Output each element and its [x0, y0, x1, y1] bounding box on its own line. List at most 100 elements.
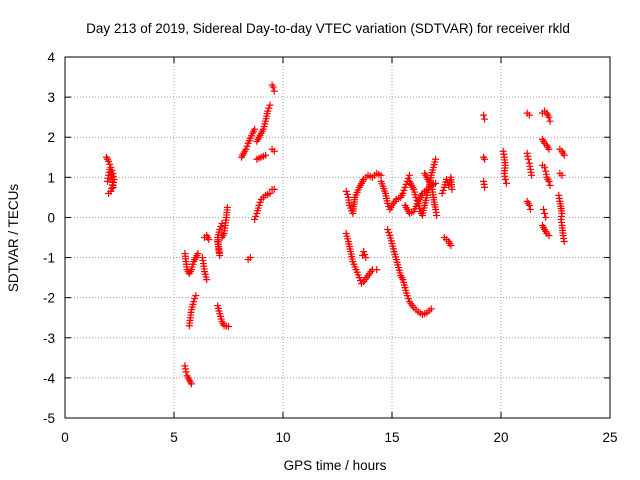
data-point: [404, 295, 412, 303]
y-tick-label: -5: [43, 411, 55, 426]
data-point: [356, 277, 364, 285]
data-point: [432, 179, 440, 187]
data-point: [540, 205, 548, 213]
y-tick-label: 0: [47, 210, 55, 225]
data-point: [192, 292, 200, 300]
data-point: [251, 125, 259, 133]
data-point: [355, 274, 363, 282]
data-point: [216, 225, 224, 233]
data-point: [243, 142, 251, 150]
data-point: [223, 203, 231, 211]
grid-lines: [65, 57, 610, 418]
data-point: [546, 181, 554, 189]
plot-frame: [64, 56, 611, 419]
data-point: [481, 115, 489, 123]
x-tick-label: 5: [170, 430, 178, 445]
data-point: [403, 292, 411, 300]
data-point: [400, 186, 408, 194]
data-point: [262, 151, 270, 159]
data-point: [373, 266, 381, 274]
data-point: [541, 209, 549, 217]
data-point: [252, 212, 260, 220]
data-point: [541, 163, 549, 171]
y-axis-label: SDTVAR / TECUs: [6, 184, 21, 293]
data-point: [256, 198, 264, 206]
y-tick-label: 3: [47, 90, 55, 105]
data-point: [560, 238, 568, 246]
data-point: [433, 211, 441, 219]
data-point: [542, 213, 550, 221]
data-point: [401, 183, 409, 191]
data-point: [225, 323, 232, 331]
data-point: [359, 252, 367, 260]
data-point: [342, 187, 350, 195]
x-tick-label: 25: [602, 430, 617, 445]
data-point: [105, 189, 113, 197]
data-point: [217, 222, 225, 230]
data-point: [182, 368, 190, 376]
x-tick-label: 0: [61, 430, 69, 445]
data-point: [546, 117, 554, 125]
data-point: [427, 305, 435, 313]
data-point: [190, 298, 198, 306]
data-point: [524, 155, 532, 163]
data-point: [266, 101, 274, 109]
y-tick-label: 1: [47, 170, 55, 185]
data-point: [481, 155, 489, 163]
y-tick-label: -3: [43, 331, 55, 346]
data-point: [187, 380, 195, 388]
data-point: [194, 250, 202, 258]
data-point: [545, 231, 553, 239]
data-point: [269, 83, 277, 91]
data-point: [255, 201, 263, 209]
data-point: [558, 171, 566, 179]
chart-title: Day 213 of 2019, Sidereal Day-to-day VTE…: [86, 21, 570, 36]
data-point: [242, 145, 250, 153]
data-point: [432, 155, 440, 163]
data-point: [246, 254, 254, 262]
data-point: [399, 189, 407, 197]
y-tick-label: 2: [47, 130, 55, 145]
data-point: [109, 183, 117, 191]
data-point: [205, 236, 213, 244]
data-point: [545, 113, 553, 121]
data-point: [448, 185, 456, 193]
data-point: [266, 189, 274, 197]
data-point: [525, 201, 533, 209]
data-point: [404, 174, 412, 182]
x-tick-label: 20: [493, 430, 508, 445]
data-point: [481, 183, 489, 191]
data-point: [480, 111, 488, 119]
y-tick-label: -1: [43, 251, 55, 266]
data-point: [438, 189, 446, 197]
data-point: [501, 175, 509, 183]
data-point: [270, 87, 278, 95]
data-point: [447, 242, 455, 250]
x-tick-label: 15: [384, 430, 399, 445]
data-point: [343, 190, 351, 198]
data-point: [270, 185, 278, 193]
data-point: [191, 295, 199, 303]
data-point: [525, 111, 533, 119]
x-axis-label: GPS time / hours: [284, 458, 387, 473]
data-point: [385, 228, 393, 236]
x-tick-label: 10: [275, 430, 290, 445]
y-tick-label: -4: [43, 371, 55, 386]
data-point: [105, 157, 113, 165]
data-point: [439, 186, 447, 194]
data-point: [360, 248, 368, 256]
data-point: [108, 184, 116, 192]
data-point: [251, 215, 259, 223]
data-point: [405, 171, 413, 179]
y-tick-label: -2: [43, 291, 55, 306]
data-point: [502, 179, 510, 187]
data-point: [265, 104, 273, 112]
data-point: [264, 107, 272, 115]
data-point: [545, 177, 553, 185]
data-point: [526, 205, 534, 213]
data-point: [528, 171, 536, 179]
data-point: [545, 145, 553, 153]
data-point: [270, 147, 278, 155]
y-tick-label: 4: [47, 50, 55, 65]
